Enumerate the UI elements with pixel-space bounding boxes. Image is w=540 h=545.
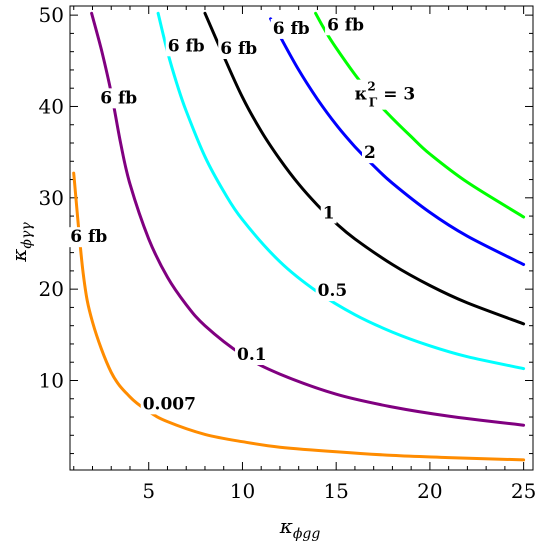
contour-label-text: 6 fb — [168, 36, 205, 56]
label-background — [320, 203, 337, 224]
contour-label-text: 6 fb — [220, 39, 257, 59]
label-background — [68, 227, 110, 248]
contour-label-k01: 0.1 — [235, 345, 269, 365]
label-symbol: κ — [355, 85, 368, 105]
x-axis-label: κϕgg — [279, 514, 321, 542]
label-sup: 2 — [367, 80, 375, 94]
contour-label-text: 2 — [364, 143, 376, 163]
x-tick-label: 5 — [142, 479, 155, 503]
contour-label-k01: 6 fb — [98, 88, 140, 109]
x-tick-label: 15 — [323, 479, 348, 503]
label-value: = 3 — [383, 85, 415, 105]
contour-label-k05: 0.5 — [315, 281, 350, 302]
y-tick-label: 30 — [39, 186, 64, 210]
contour-line-k3 — [314, 11, 526, 219]
contour-label-k3: κ2 Γ = 3 — [352, 79, 418, 110]
label-sub: Γ — [369, 96, 378, 110]
contour-label-k2: 2 — [361, 143, 378, 164]
contour-label-text: 0.5 — [318, 281, 348, 301]
y-tick-label: 50 — [39, 3, 64, 27]
contour-label-k3: 6 fb — [325, 15, 367, 36]
x-tick-label: 25 — [511, 479, 536, 503]
contour-label-k0007: 6 fb — [68, 227, 110, 248]
x-tick-label: 20 — [417, 479, 442, 503]
axis-ticks — [70, 6, 533, 470]
label-background — [325, 15, 367, 36]
contour-label-k0007: 0.007 — [140, 394, 198, 415]
contour-label-text: 0.007 — [143, 394, 196, 414]
contour-label-k1: 1 — [320, 203, 337, 224]
contour-label-text: 6 fb — [100, 88, 137, 108]
label-background — [98, 88, 140, 109]
label-background — [352, 79, 418, 110]
label-background — [140, 394, 198, 415]
contour-label-text: 6 fb — [327, 15, 364, 35]
contour-label-text: 1 — [323, 203, 335, 223]
contour-curves — [72, 11, 526, 462]
contour-label-k2: 6 fb — [270, 18, 312, 39]
y-tick-label: 40 — [39, 94, 64, 118]
contour-label-text: κ2 Γ = 3 — [355, 80, 416, 110]
axis-tick-labels: 5 10 15 20 25 10 20 30 40 50 — [39, 3, 537, 503]
label-background — [270, 18, 312, 39]
contour-label-k05: 6 fb — [165, 36, 207, 57]
contour-line-k0007 — [72, 171, 526, 462]
label-background — [235, 345, 269, 365]
y-tick-label: 10 — [39, 368, 64, 392]
x-tick-label: 10 — [230, 479, 255, 503]
contour-label-text: 6 fb — [70, 227, 107, 247]
contour-label-k1: 6 fb — [218, 39, 260, 60]
label-background — [361, 143, 378, 164]
label-background — [315, 281, 350, 302]
contour-line-k2 — [269, 17, 526, 266]
y-tick-label: 20 — [39, 277, 64, 301]
contour-label-text: 0.1 — [237, 345, 267, 365]
contour-line-k01 — [90, 11, 526, 427]
contour-line-k05 — [156, 11, 526, 371]
label-background — [218, 39, 260, 60]
contour-label-text: 6 fb — [273, 19, 310, 39]
y-axis-label: κϕγγ — [7, 222, 35, 263]
contour-line-k1 — [203, 11, 526, 326]
label-background — [165, 36, 207, 57]
